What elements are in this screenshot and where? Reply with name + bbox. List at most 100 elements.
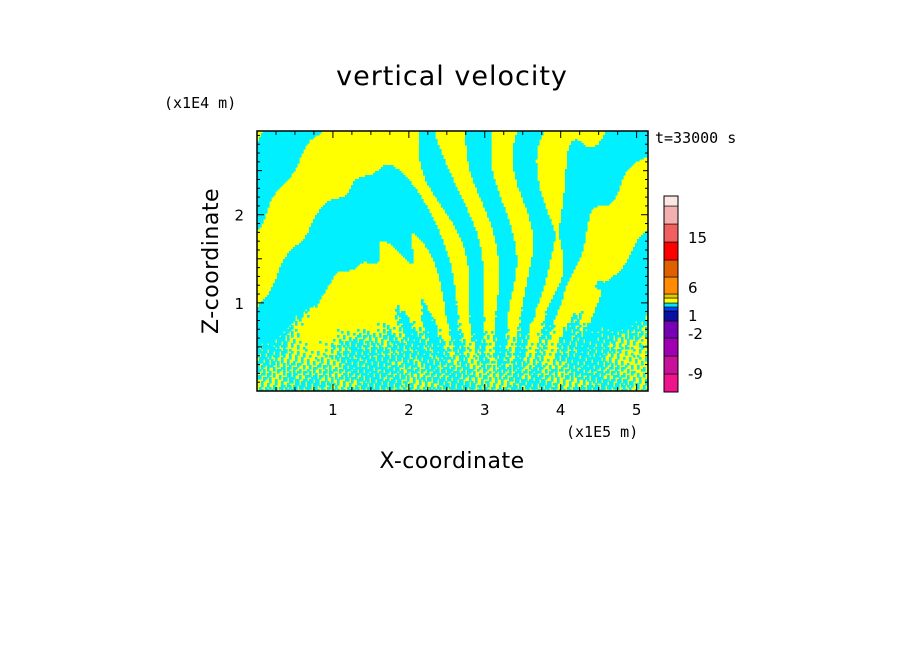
field-cell xyxy=(257,175,292,178)
field-cell xyxy=(569,355,574,358)
field-cell xyxy=(533,237,556,240)
field-cell xyxy=(293,371,296,374)
field-cell xyxy=(397,355,404,358)
field-cell xyxy=(349,365,358,368)
field-cell xyxy=(365,371,370,374)
field-cell xyxy=(527,281,546,284)
field-cell xyxy=(635,359,638,362)
field-cell xyxy=(509,379,514,382)
field-cell xyxy=(299,377,302,380)
field-cell xyxy=(591,375,600,378)
field-cell xyxy=(581,373,594,376)
field-cell xyxy=(593,315,646,318)
field-cell xyxy=(579,337,598,340)
field-cell xyxy=(359,347,362,350)
field-cell xyxy=(345,343,350,346)
field-cell xyxy=(383,381,388,384)
field-cell xyxy=(575,371,584,374)
field-cell xyxy=(593,313,648,316)
field-cell xyxy=(423,323,436,326)
field-cell xyxy=(469,377,472,380)
field-cell xyxy=(335,357,340,360)
field-cell xyxy=(549,353,552,356)
field-cell xyxy=(613,331,618,334)
field-cell xyxy=(559,237,586,240)
field-cell xyxy=(603,335,608,338)
field-cell xyxy=(491,389,494,391)
field-cell xyxy=(271,287,328,290)
field-cell xyxy=(257,323,292,326)
field-cell xyxy=(603,333,618,336)
field-cell xyxy=(637,241,648,244)
field-cell xyxy=(373,345,376,348)
field-cell xyxy=(483,377,488,380)
field-cell xyxy=(613,345,616,348)
field-cell xyxy=(587,323,642,326)
field-cell xyxy=(463,243,480,246)
field-cell xyxy=(591,341,604,344)
field-cell xyxy=(513,365,522,368)
field-cell xyxy=(471,173,494,176)
field-cell xyxy=(609,279,648,282)
field-cell xyxy=(413,351,418,354)
field-cell xyxy=(365,369,374,372)
field-cell xyxy=(357,379,364,382)
field-cell xyxy=(557,381,560,384)
field-cell xyxy=(543,347,548,350)
field-cell xyxy=(549,367,552,370)
field-cell xyxy=(515,139,540,142)
field-cell xyxy=(265,361,270,364)
field-cell xyxy=(517,335,520,338)
field-cell xyxy=(565,177,624,180)
field-cell xyxy=(567,327,576,330)
field-cell xyxy=(471,331,484,334)
field-cell xyxy=(511,389,516,391)
field-cell xyxy=(645,383,648,386)
field-cell xyxy=(339,369,344,372)
field-cell xyxy=(621,363,624,366)
field-cell xyxy=(415,369,420,372)
field-cell xyxy=(519,355,526,358)
field-cell xyxy=(391,353,394,356)
field-cell xyxy=(445,359,448,362)
field-cell xyxy=(519,375,522,378)
field-cell xyxy=(417,235,442,238)
field-cell xyxy=(557,359,560,362)
field-cell xyxy=(515,343,528,346)
field-cell xyxy=(375,387,380,390)
field-cell xyxy=(315,387,318,390)
field-cell xyxy=(313,219,434,222)
field-cell xyxy=(493,375,496,378)
field-cell xyxy=(453,371,460,374)
field-cell xyxy=(373,335,376,338)
field-cell xyxy=(257,163,298,166)
field-cell xyxy=(447,371,452,374)
field-cell xyxy=(571,349,574,352)
field-cell xyxy=(257,223,262,226)
field-cell xyxy=(535,353,542,356)
field-cell xyxy=(577,351,582,354)
field-cell xyxy=(499,255,518,258)
field-cell xyxy=(375,369,378,372)
field-cell xyxy=(617,349,622,352)
field-cell xyxy=(353,361,358,364)
field-cell xyxy=(565,371,568,374)
field-cell xyxy=(277,347,280,350)
field-cell xyxy=(425,345,428,348)
field-cell xyxy=(521,321,532,324)
field-cell xyxy=(589,353,594,356)
field-cell xyxy=(547,383,552,386)
field-cell xyxy=(579,317,582,320)
field-cell xyxy=(363,353,368,356)
field-cell xyxy=(573,331,576,334)
field-cell xyxy=(447,379,452,382)
colorbar-swatch xyxy=(663,205,679,225)
field-cell xyxy=(645,351,648,354)
field-cell xyxy=(291,333,294,336)
field-cell xyxy=(467,369,474,372)
field-cell xyxy=(467,157,492,160)
field-cell xyxy=(447,347,450,350)
field-cell xyxy=(325,355,328,358)
field-cell xyxy=(625,335,628,338)
field-cell xyxy=(431,253,448,256)
